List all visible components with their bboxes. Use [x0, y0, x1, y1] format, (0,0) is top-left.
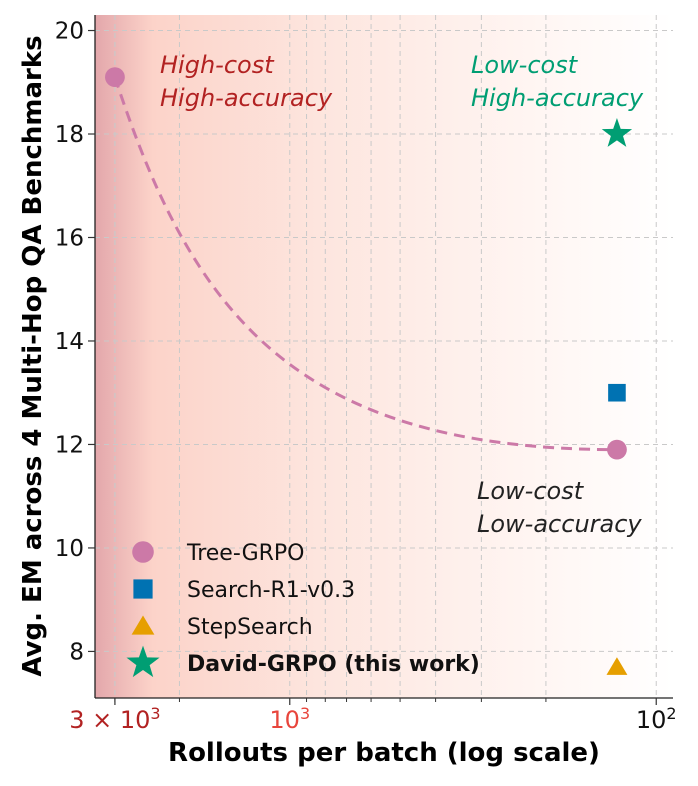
x-axis-label: Rollouts per batch (log scale)	[168, 738, 600, 768]
point-star	[601, 118, 633, 147]
legend: Tree-GRPO Search-R1-v0.3 StepSearch David-G…	[126, 541, 480, 678]
y-tick-label: 12	[55, 432, 84, 458]
y-axis-label: Avg. EM across 4 Multi-Hop QA Benchmarks	[18, 35, 48, 676]
point-circle	[105, 67, 125, 87]
y-tick-label: 10	[55, 536, 84, 562]
point-circle	[607, 439, 627, 460]
plot-background	[95, 15, 673, 698]
axes	[94, 15, 673, 699]
x-tick-label: 103	[269, 704, 310, 734]
annotation-top-left: High-cost High-accuracy	[160, 51, 333, 112]
y-tick-label: 14	[55, 329, 84, 355]
legend-marker-square	[133, 579, 153, 599]
y-tick-label: 8	[69, 639, 84, 665]
legend-label: Search-R1-v0.3	[187, 578, 355, 603]
point-square	[608, 383, 626, 402]
legend-marker-circle	[132, 541, 154, 563]
data-points	[105, 67, 633, 675]
annotation-lower-right: Low-cost Low-accuracy	[477, 477, 642, 538]
annotations: High-cost High-accuracy Low-cost High-accur…	[160, 51, 644, 538]
y-tick-label: 16	[55, 225, 84, 251]
y-tick-label: 18	[55, 122, 84, 148]
legend-label: StepSearch	[187, 615, 313, 640]
legend-marker-star	[126, 645, 160, 678]
grid	[95, 15, 673, 698]
x-tick-label: 102	[636, 704, 677, 734]
ticks: 3 × 103 103 102 8 10 12 14 16 18 20	[55, 19, 677, 734]
point-triangle	[606, 657, 628, 675]
annotation-top-right: Low-cost High-accuracy	[471, 51, 644, 112]
legend-marker-triangle	[131, 615, 155, 635]
legend-label: Tree-GRPO	[186, 541, 305, 566]
legend-label: David-GRPO (this work)	[187, 652, 480, 677]
trend-curve	[113, 76, 617, 452]
y-tick-label: 20	[55, 19, 84, 45]
x-tick-label: 3 × 103	[69, 704, 160, 734]
